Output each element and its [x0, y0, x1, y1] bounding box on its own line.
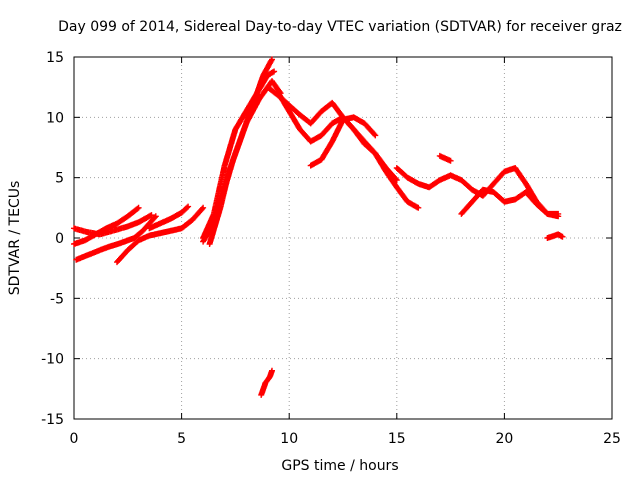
y-tick-label: 0	[55, 231, 64, 247]
series-marks	[458, 186, 562, 220]
grid-lines	[74, 57, 612, 419]
series-track-2	[71, 212, 155, 238]
y-tick-labels: -15 -10 -5 0 5 10 15	[41, 50, 64, 428]
y-tick-label: -5	[50, 291, 64, 307]
series-track-8	[200, 78, 284, 245]
series-track-6	[200, 68, 278, 241]
series-marks	[146, 203, 192, 232]
series-marks	[436, 152, 454, 164]
x-tick-label: 20	[495, 431, 513, 447]
series-track-13	[458, 186, 562, 220]
series-track-11	[307, 114, 379, 169]
series-track-16	[258, 367, 275, 398]
series-marks	[307, 114, 379, 169]
series-marks	[73, 213, 159, 263]
y-tick-label: -10	[41, 352, 64, 368]
y-tick-label: 10	[46, 110, 64, 126]
series-marks	[200, 68, 278, 241]
series-marks	[258, 367, 275, 398]
x-tick-label: 0	[70, 431, 79, 447]
x-tick-label: 5	[177, 431, 186, 447]
y-tick-label: -15	[41, 412, 64, 428]
series-track-14	[436, 152, 454, 164]
series-marks	[544, 231, 566, 241]
chart-title: Day 099 of 2014, Sidereal Day-to-day VTE…	[58, 19, 622, 35]
series-track-4	[114, 204, 207, 266]
x-tick-labels: 0 5 10 15 20 25	[70, 431, 621, 447]
y-tick-label: 5	[55, 171, 64, 187]
series-marks	[114, 204, 207, 266]
y-tick-label: 15	[46, 50, 64, 66]
axes	[73, 56, 613, 420]
x-tick-label: 10	[280, 431, 298, 447]
series-marks	[200, 78, 284, 245]
x-axis-label: GPS time / hours	[281, 458, 398, 474]
y-axis-label: SDTVAR / TECUs	[7, 181, 23, 296]
series-track-9	[264, 84, 422, 211]
series-track-15	[544, 231, 566, 241]
series-track-5	[146, 203, 192, 232]
series-track-3	[73, 213, 159, 263]
x-tick-label: 25	[603, 431, 621, 447]
series-marks	[264, 84, 422, 211]
series-marks	[71, 212, 155, 238]
x-tick-label: 15	[388, 431, 406, 447]
data-series	[71, 56, 566, 398]
